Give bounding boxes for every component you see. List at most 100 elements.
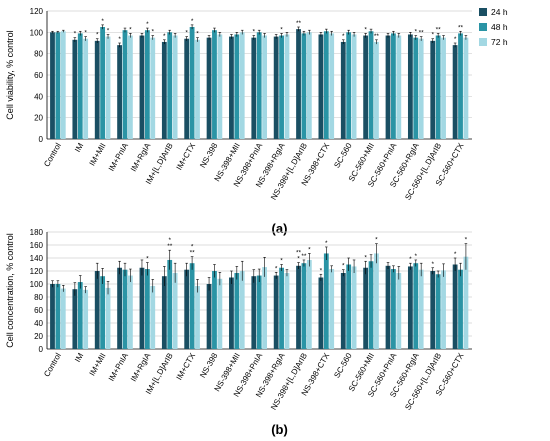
significance-marker: * [196, 31, 199, 38]
bar-72h [127, 35, 133, 139]
y-tick-label: 80 [34, 293, 43, 302]
significance-marker: * [342, 263, 345, 270]
bar-24h [206, 284, 212, 349]
significance-marker: * [364, 254, 367, 261]
bar-72h [441, 37, 446, 139]
significance-marker: ** [296, 20, 302, 27]
bar-48h [346, 32, 352, 140]
bar-24h [50, 284, 55, 349]
bar-72h [195, 285, 200, 349]
bar-48h [167, 259, 173, 349]
bar-24h [229, 277, 234, 349]
bar-48h [256, 275, 262, 349]
bar-24h [117, 45, 122, 140]
y-tick-label: 40 [34, 319, 43, 328]
significance-marker: ** [419, 30, 425, 37]
bar-24h [340, 272, 346, 349]
y-tick-label: 60 [34, 71, 43, 80]
x-tick-label: IM [73, 351, 85, 363]
bar-24h [452, 45, 458, 140]
bar-24h [296, 29, 301, 140]
bar-72h [351, 34, 357, 139]
x-tick-label: IM+PnIA [107, 141, 131, 173]
bar-48h [346, 264, 352, 349]
significance-marker: * [191, 18, 194, 25]
significance-marker: * [107, 27, 110, 34]
significance-marker: * [129, 26, 132, 33]
y-tick-label: 60 [34, 306, 43, 315]
panel-label: (b) [271, 422, 288, 437]
y-tick-label: 0 [39, 345, 44, 354]
y-axis-title: Cell concentration, % control [5, 233, 15, 348]
bar-72h [262, 267, 267, 349]
x-tick-label: SC-560 [332, 141, 354, 169]
bar-72h [105, 36, 111, 139]
significance-marker: ** [458, 24, 464, 31]
bar-72h [284, 34, 290, 139]
significance-marker: * [146, 256, 149, 263]
bar-24h [94, 40, 100, 139]
significance-marker: ** [190, 250, 196, 257]
bar-24h [117, 267, 122, 349]
bar-72h [60, 31, 66, 140]
legend-swatch-48h [479, 23, 487, 31]
bar-72h [463, 256, 469, 349]
bar-24h [139, 267, 145, 349]
bar-72h [463, 37, 469, 139]
y-tick-label: 160 [30, 241, 44, 250]
bar-72h [418, 38, 424, 139]
bar-48h [368, 261, 374, 349]
bar-48h [391, 33, 396, 139]
bar-72h [374, 253, 379, 349]
bar-48h [279, 35, 284, 139]
bar-48h [212, 271, 217, 349]
x-tick-label: IM+MII [88, 352, 108, 378]
significance-marker: * [151, 29, 154, 36]
bar-24h [184, 38, 190, 139]
significance-marker: * [191, 244, 194, 251]
bar-48h [458, 269, 463, 349]
significance-marker: * [96, 32, 99, 39]
significance-marker: * [308, 246, 311, 253]
bar-48h [323, 253, 329, 349]
bar-24h [430, 271, 436, 349]
bar-24h [229, 36, 234, 139]
significance-marker: ** [167, 243, 173, 250]
bar-24h [452, 264, 458, 349]
bar-24h [251, 276, 257, 349]
bar-72h [217, 34, 223, 139]
bar-24h [318, 277, 324, 349]
significance-marker: * [364, 26, 367, 33]
significance-marker: * [84, 30, 87, 37]
legend-label: 24 h [491, 7, 508, 17]
significance-marker: * [185, 30, 188, 37]
bar-72h [329, 33, 335, 139]
significance-marker: ** [436, 26, 442, 33]
bar-72h [374, 41, 379, 139]
bar-48h [413, 37, 419, 139]
legend: 24 h 48 h 72 h [479, 7, 508, 47]
bar-72h [83, 38, 89, 139]
y-tick-label: 20 [34, 114, 43, 123]
y-tick-label: 180 [30, 228, 44, 237]
significance-marker: * [163, 33, 166, 40]
bar-24h [72, 289, 78, 349]
bar-48h [55, 32, 61, 140]
bar-24h [385, 265, 391, 349]
bar-72h [262, 35, 267, 139]
significance-marker: * [146, 21, 149, 28]
bar-48h [301, 263, 307, 349]
x-tick-label: Control [42, 141, 63, 168]
x-tick-label: IM [73, 141, 85, 153]
bar-48h [234, 272, 240, 349]
bar-48h [323, 31, 329, 140]
bar-48h [212, 30, 217, 140]
x-tick-label: Control [42, 351, 63, 378]
bar-24h [251, 37, 257, 139]
bar-72h [239, 32, 245, 140]
bar-48h [234, 34, 240, 139]
y-tick-label: 40 [34, 92, 43, 101]
bar-24h [363, 35, 369, 139]
significance-marker: * [118, 36, 121, 43]
bar-72h [284, 272, 290, 349]
